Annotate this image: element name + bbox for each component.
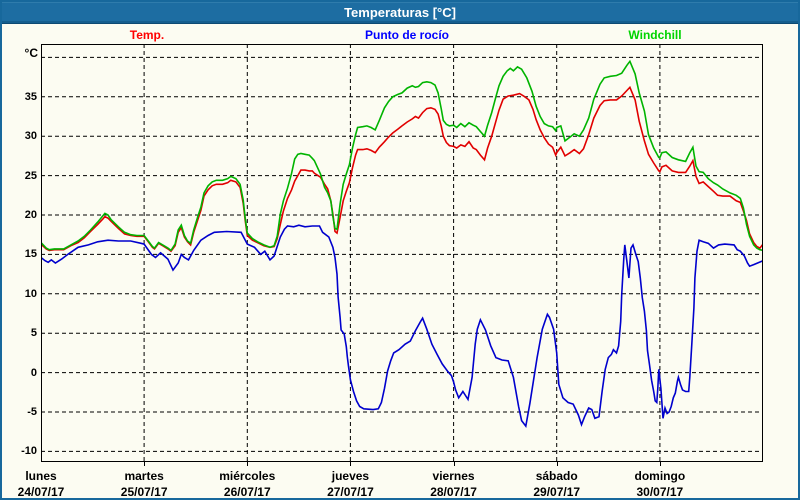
day-date-label: 26/07/17 bbox=[223, 485, 271, 499]
y-tick-label: 25 bbox=[24, 169, 37, 182]
y-tick-label: 0 bbox=[30, 366, 37, 379]
day-date-label: 30/07/17 bbox=[636, 485, 684, 499]
day-name-label: lunes bbox=[25, 469, 57, 483]
legend: Temp. Punto de rocío Windchill bbox=[2, 28, 798, 42]
x-axis-tick bbox=[659, 462, 661, 466]
y-tick-label: 15 bbox=[24, 248, 37, 261]
day-name-label: jueves bbox=[331, 469, 370, 483]
x-axis-tick bbox=[556, 462, 558, 466]
day-name-label: domingo bbox=[634, 469, 686, 483]
day-name-label: martes bbox=[124, 469, 164, 483]
y-axis-unit-label: °C bbox=[24, 46, 38, 60]
series-line-punto-de-rocio bbox=[41, 224, 763, 429]
y-tick-label: 35 bbox=[24, 90, 37, 103]
y-tick-label: -5 bbox=[27, 405, 37, 418]
day-date-label: 24/07/17 bbox=[17, 485, 65, 499]
temperature-chart bbox=[41, 44, 763, 462]
series-line-temp bbox=[41, 85, 763, 253]
window-title: Temperaturas [°C] bbox=[344, 5, 456, 20]
y-tick-label: -10 bbox=[21, 445, 37, 458]
series-line-windchill bbox=[41, 59, 763, 252]
day-date-label: 29/07/17 bbox=[533, 485, 581, 499]
day-date-label: 25/07/17 bbox=[120, 485, 168, 499]
x-axis-tick bbox=[247, 462, 249, 466]
legend-item-punto-de-roc-o: Punto de rocío bbox=[365, 28, 449, 42]
day-name-label: sábado bbox=[535, 469, 578, 483]
x-axis-tick bbox=[144, 462, 146, 466]
x-axis-tick bbox=[453, 462, 455, 466]
day-name-label: miércoles bbox=[219, 469, 276, 483]
plot-area bbox=[41, 44, 763, 462]
day-name-label: viernes bbox=[432, 469, 475, 483]
x-axis-tick bbox=[350, 462, 352, 466]
legend-item-temp-: Temp. bbox=[129, 28, 165, 42]
day-date-label: 27/07/17 bbox=[327, 485, 374, 499]
legend-item-windchill: Windchill bbox=[628, 28, 682, 42]
y-tick-label: 10 bbox=[24, 287, 37, 300]
plot-frame bbox=[41, 44, 763, 462]
title-bar: Temperaturas [°C] bbox=[2, 2, 798, 24]
y-tick-label: 20 bbox=[24, 208, 37, 221]
y-tick-label: 30 bbox=[24, 130, 37, 143]
day-date-label: 28/07/17 bbox=[430, 485, 477, 499]
y-tick-label: 5 bbox=[30, 327, 37, 340]
